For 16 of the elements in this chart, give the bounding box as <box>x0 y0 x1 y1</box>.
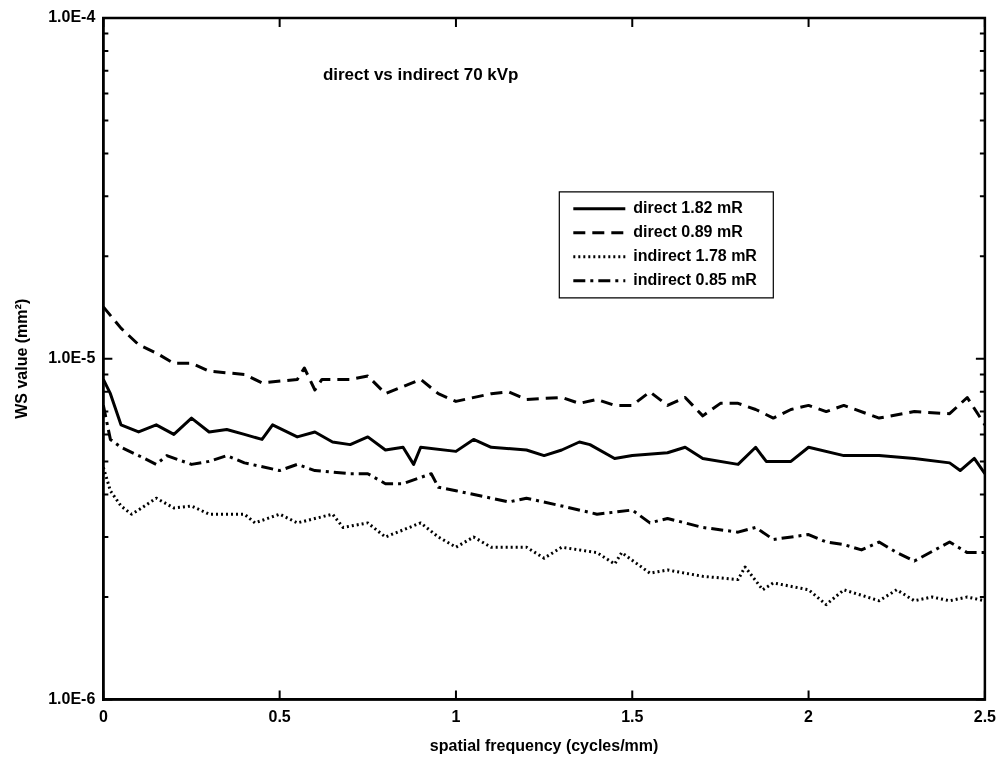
y-tick-label: 1.0E-5 <box>48 349 96 367</box>
y-tick-label: 1.0E-6 <box>48 690 96 708</box>
x-tick-label: 0 <box>98 707 108 725</box>
legend-label: indirect 1.78 mR <box>633 247 758 265</box>
x-tick-label: 1 <box>451 707 461 725</box>
text: direct vs indirect 70 kVp <box>322 64 519 84</box>
x-tick-label: 1.5 <box>621 707 644 725</box>
x-tick-label: 2 <box>804 707 814 725</box>
y-axis-title: WS value (mm²) <box>13 298 31 419</box>
x-tick-label: 0.5 <box>268 707 291 725</box>
legend-label: direct 0.89 mR <box>633 223 744 241</box>
y-tick-label: 1.0E-4 <box>48 8 96 26</box>
legend-label: direct 1.82 mR <box>633 199 744 217</box>
legend-label: indirect 0.85 mR <box>633 271 758 289</box>
x-tick-label: 2.5 <box>973 707 997 725</box>
x-axis-title: spatial frequency (cycles/mm) <box>429 736 659 754</box>
